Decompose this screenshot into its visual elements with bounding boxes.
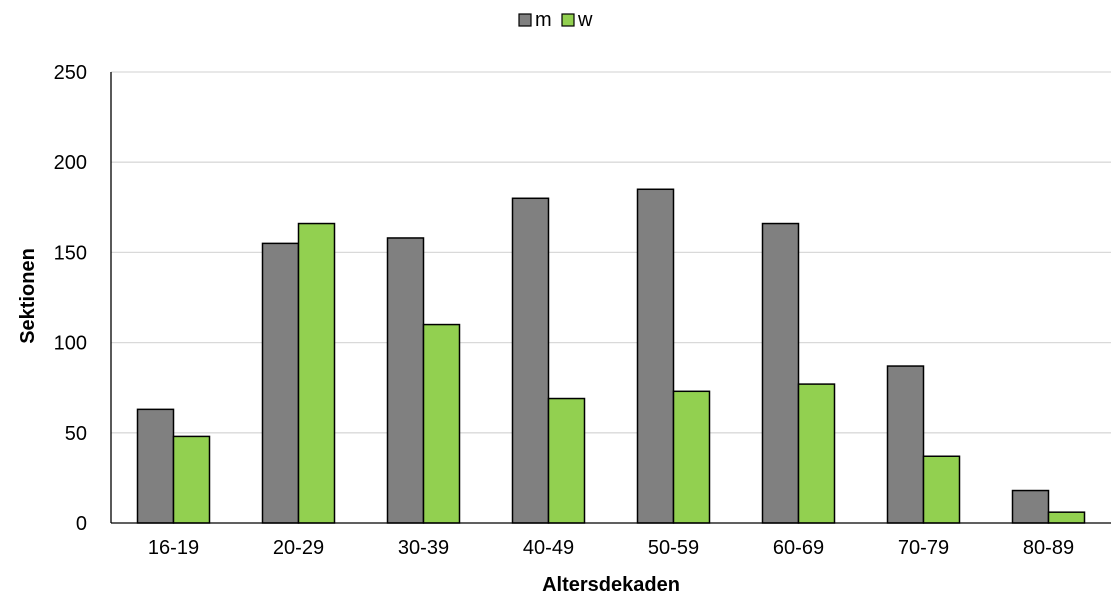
- bar-w-50-59: [674, 391, 710, 523]
- bar-m-80-89: [1013, 491, 1049, 523]
- legend-swatch-w: [562, 14, 574, 26]
- bar-w-60-69: [799, 384, 835, 523]
- bar-m-50-59: [638, 189, 674, 523]
- gridlines: [111, 72, 1111, 433]
- x-tick-label-30-39: 30-39: [398, 537, 449, 559]
- y-tick-labels: 0 50 100 150 200 250: [54, 62, 87, 535]
- bar-w-20-29: [299, 224, 335, 523]
- bar-m-30-39: [388, 238, 424, 523]
- bar-w-30-39: [424, 325, 460, 523]
- x-tick-label-80-89: 80-89: [1023, 537, 1074, 559]
- x-tick-label-16-19: 16-19: [148, 537, 199, 559]
- x-tick-label-50-59: 50-59: [648, 537, 699, 559]
- axes: [111, 72, 1111, 523]
- y-tick-label-150: 150: [54, 242, 87, 264]
- bar-w-16-19: [174, 436, 210, 523]
- bar-m-60-69: [763, 224, 799, 523]
- y-tick-label-50: 50: [65, 423, 87, 445]
- legend-swatch-m: [519, 14, 531, 26]
- y-tick-label-0: 0: [76, 513, 87, 535]
- y-tick-label-100: 100: [54, 333, 87, 355]
- x-tick-label-40-49: 40-49: [523, 537, 574, 559]
- bar-m-16-19: [138, 409, 174, 523]
- bar-w-80-89: [1049, 512, 1085, 523]
- bar-m-40-49: [513, 198, 549, 523]
- bar-w-70-79: [924, 456, 960, 523]
- x-tick-label-60-69: 60-69: [773, 537, 824, 559]
- x-tick-labels: 16-19 20-29 30-39 40-49 50-59 60-69 70-79 80-89: [148, 537, 1074, 559]
- bar-m-70-79: [888, 366, 924, 523]
- x-tick-label-70-79: 70-79: [898, 537, 949, 559]
- x-axis-title: Altersdekaden: [542, 574, 680, 596]
- y-tick-label-200: 200: [54, 152, 87, 174]
- y-tick-label-250: 250: [54, 62, 87, 84]
- y-axis-title: Sektionen: [17, 248, 39, 344]
- bar-w-40-49: [549, 399, 585, 523]
- legend-label-m: m: [535, 9, 552, 31]
- legend-label-w: w: [577, 9, 593, 31]
- x-tick-label-20-29: 20-29: [273, 537, 324, 559]
- bars: [138, 189, 1085, 523]
- bar-m-20-29: [263, 243, 299, 523]
